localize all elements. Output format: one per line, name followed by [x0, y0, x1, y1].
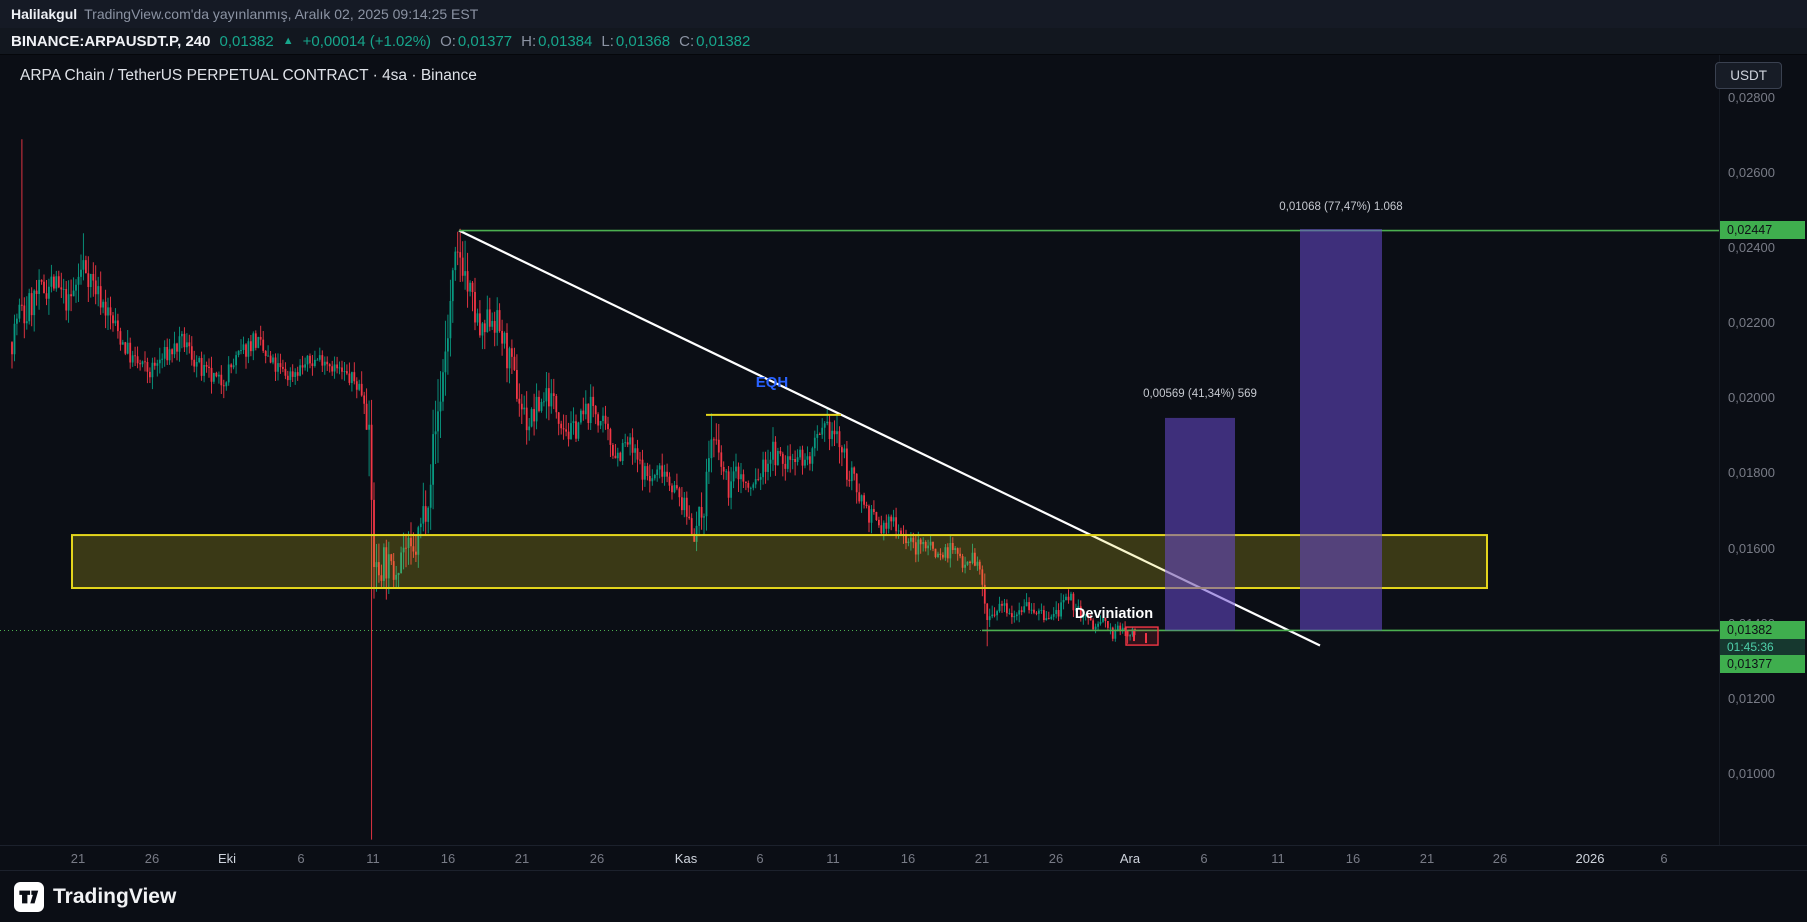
- last-price: 0,01382: [219, 32, 274, 50]
- axis-time-label: 16: [900, 851, 916, 866]
- ohlc-values: O: 0,01377 H: 0,01384 L: 0,01368 C: 0,01382: [440, 33, 750, 50]
- axis-time-label: 21: [1419, 851, 1435, 866]
- axis-time-label: 6: [297, 851, 305, 866]
- deviation-annotation[interactable]: Deviniation: [1074, 606, 1154, 622]
- axis-time-label: 16: [440, 851, 456, 866]
- publish-bar: Halilakgul TradingView.com'da yayınlanmı…: [0, 0, 1807, 28]
- time-axis[interactable]: 21 26 Eki 6 11 16 21 26 Kas 6 11 16 21 26 Ara 6 11 16 21 26…: [0, 845, 1807, 871]
- symbol-info-bar: BINANCE:ARPAUSDT.P, 240 0,01382 ▲ +0,000…: [0, 28, 1807, 55]
- axis-price-label: 0,01000: [1728, 765, 1775, 781]
- currency-toggle-button[interactable]: USDT: [1715, 62, 1782, 89]
- pane-title: ARPA Chain / TetherUS PERPETUAL CONTRACT…: [20, 67, 477, 84]
- axis-time-label: Kas: [674, 851, 698, 866]
- axis-price-label: 0,02800: [1728, 89, 1775, 105]
- price-label-resistance: 0,02447: [1720, 221, 1805, 239]
- axis-time-label: 21: [514, 851, 530, 866]
- eqh-annotation[interactable]: EQH: [755, 374, 789, 391]
- axis-price-label: 0,01200: [1728, 690, 1775, 706]
- price-axis[interactable]: 0,02800 0,02600 0,02400 0,02200 0,02000 0,018…: [1719, 55, 1807, 845]
- axis-time-label: Eki: [217, 851, 237, 866]
- tradingview-logo-icon[interactable]: [14, 881, 44, 912]
- axis-price-label: 0,02600: [1728, 165, 1775, 181]
- axis-time-label: 26: [1492, 851, 1508, 866]
- axis-time-label: 21: [974, 851, 990, 866]
- ohlc-item: O: 0,01377: [440, 32, 513, 50]
- axis-time-label: 11: [366, 851, 380, 866]
- symbol-title[interactable]: BINANCE:ARPAUSDT.P, 240: [11, 32, 211, 50]
- ohlc-item: L: 0,01368: [601, 32, 671, 50]
- price-label-open: 0,01377: [1720, 655, 1805, 673]
- axis-time-label: 26: [144, 851, 160, 866]
- axis-time-label: Ara: [1119, 851, 1141, 866]
- axis-price-label: 0,02400: [1728, 240, 1775, 256]
- axis-time-label: 2026: [1575, 851, 1605, 866]
- axis-time-label: 11: [1271, 851, 1285, 866]
- author-name[interactable]: Halilakgul: [11, 6, 78, 22]
- axis-price-label: 0,02200: [1728, 315, 1775, 331]
- brand-name[interactable]: TradingView: [53, 884, 177, 908]
- axis-price-label: 0,01800: [1728, 465, 1775, 481]
- axis-time-label: 26: [1048, 851, 1064, 866]
- axis-time-label: 16: [1345, 851, 1361, 866]
- footer: TradingView: [0, 870, 1807, 922]
- ohlc-item: C: 0,01382: [679, 32, 751, 50]
- change-up-icon: ▲: [282, 35, 294, 47]
- axis-time-label: 6: [1200, 851, 1208, 866]
- axis-time-label: 6: [756, 851, 764, 866]
- axis-price-label: 0,01600: [1728, 540, 1775, 556]
- price-change: +0,00014 (+1.02%): [302, 32, 432, 50]
- axis-time-label: 11: [826, 851, 840, 866]
- long-position-label-1[interactable]: 0,00569 (41,34%) 569: [1143, 388, 1257, 400]
- long-position-label-2[interactable]: 0,01068 (77,47%) 1.068: [1279, 201, 1403, 213]
- axis-price-label: 0,02000: [1728, 390, 1775, 406]
- axis-time-label: 26: [589, 851, 605, 866]
- axis-time-label: 6: [1660, 851, 1668, 866]
- countdown-label: 01:45:36: [1720, 639, 1805, 655]
- axis-time-label: 21: [70, 851, 86, 866]
- ohlc-item: H: 0,01384: [521, 32, 593, 50]
- publish-info: TradingView.com'da yayınlanmış, Aralık 0…: [84, 6, 479, 22]
- price-label-current: 0,01382: [1720, 621, 1805, 639]
